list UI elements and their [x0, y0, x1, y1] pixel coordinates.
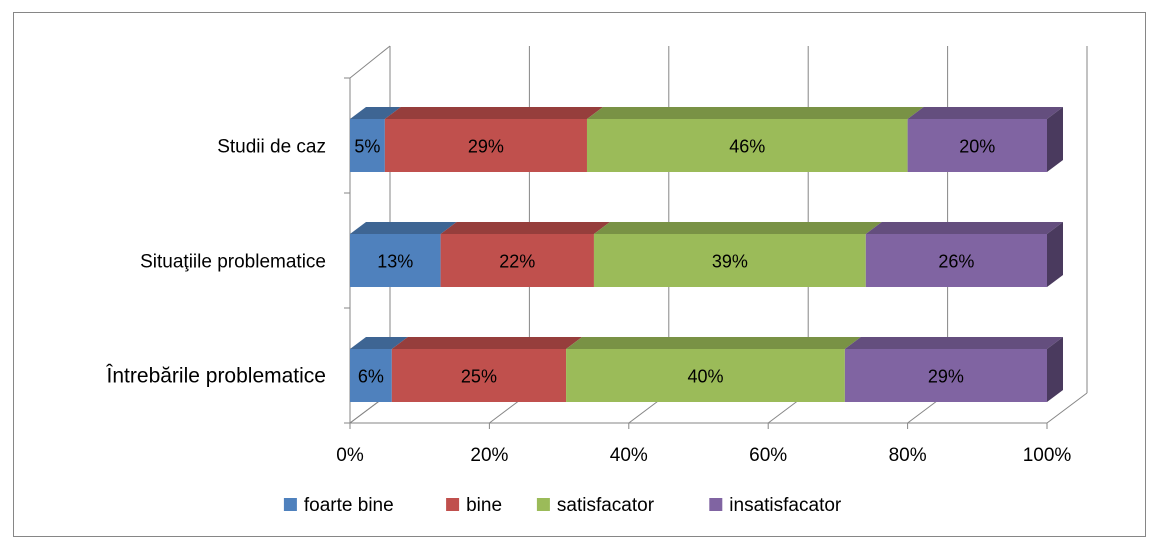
bar-segment [391, 337, 583, 402]
bar [384, 119, 587, 172]
side-wall-top-edge [349, 45, 391, 79]
bar-segment [593, 222, 882, 287]
bar [350, 234, 441, 287]
bar-top-face [586, 107, 924, 119]
data-label: 5% [354, 137, 380, 157]
bar-top-face [440, 222, 610, 234]
stacked-bar-chart: 0% 20% 40% 60% 80% 100% 5% 29% 46% 20% Studii de c… [106, 45, 1088, 516]
category-label: Situaţiile problematice [140, 252, 326, 273]
bar-side-face [1047, 107, 1063, 172]
bar [391, 349, 567, 402]
floor-gridline [1046, 392, 1088, 424]
bar-segment [440, 222, 610, 287]
category-label: Studii de caz [217, 137, 326, 158]
bar [350, 349, 392, 402]
data-label: 39% [712, 252, 748, 272]
data-label: 46% [729, 137, 765, 157]
x-tick-label: 40% [610, 445, 648, 466]
legend: foarte bine bine satisfacator insatisfacato… [283, 495, 842, 516]
bar-side-face [1047, 222, 1063, 287]
bar [586, 119, 908, 172]
legend-swatch [709, 498, 723, 511]
legend-label: foarte bine [304, 495, 394, 516]
data-label: 6% [358, 367, 384, 387]
bar-top-face [865, 222, 1063, 234]
bar-segment [865, 222, 1063, 287]
data-label: 40% [687, 367, 723, 387]
legend-swatch [446, 498, 460, 511]
bar-top-face [593, 222, 882, 234]
data-label: 20% [959, 137, 995, 157]
x-tick-label: 60% [749, 445, 787, 466]
bar-segment [350, 107, 401, 172]
chart-frame: 0% 20% 40% 60% 80% 100% 5% 29% 46% 20% Studii de c… [13, 12, 1146, 537]
bar-top-face [350, 222, 457, 234]
x-tick-label: 0% [336, 445, 364, 466]
bar [593, 234, 866, 287]
data-label: 25% [461, 367, 497, 387]
data-label: 29% [468, 137, 504, 157]
bar-top-face [391, 337, 583, 349]
bar-top-face [844, 337, 1063, 349]
x-tick-label: 100% [1023, 445, 1072, 466]
x-tick-label: 20% [470, 445, 508, 466]
bar [440, 234, 594, 287]
bar [865, 234, 1047, 287]
bar-top-face [907, 107, 1063, 119]
bar [566, 349, 845, 402]
bar-segment [350, 222, 457, 287]
bar-segment [566, 337, 861, 402]
legend-label: bine [466, 495, 502, 516]
bar-segment [350, 337, 408, 402]
bar [844, 349, 1047, 402]
bar [350, 119, 385, 172]
bar-segment [844, 337, 1063, 402]
legend-label: insatisfacator [729, 495, 842, 516]
category-label: Întrebările problematice [106, 365, 326, 388]
legend-swatch [283, 498, 297, 511]
data-label: 26% [938, 252, 974, 272]
bar-segment [384, 107, 603, 172]
data-label: 22% [499, 252, 535, 272]
legend-swatch [536, 498, 550, 511]
bar [907, 119, 1047, 172]
bar-segment [907, 107, 1063, 172]
x-tick-label: 80% [889, 445, 927, 466]
bar-top-face [350, 107, 401, 119]
bar-top-face [350, 337, 408, 349]
bar-segment [586, 107, 924, 172]
data-label: 13% [377, 252, 413, 272]
data-label: 29% [928, 367, 964, 387]
bar-top-face [384, 107, 603, 119]
bar-side-face [1047, 337, 1063, 402]
legend-label: satisfacator [557, 495, 655, 516]
bar-top-face [566, 337, 861, 349]
